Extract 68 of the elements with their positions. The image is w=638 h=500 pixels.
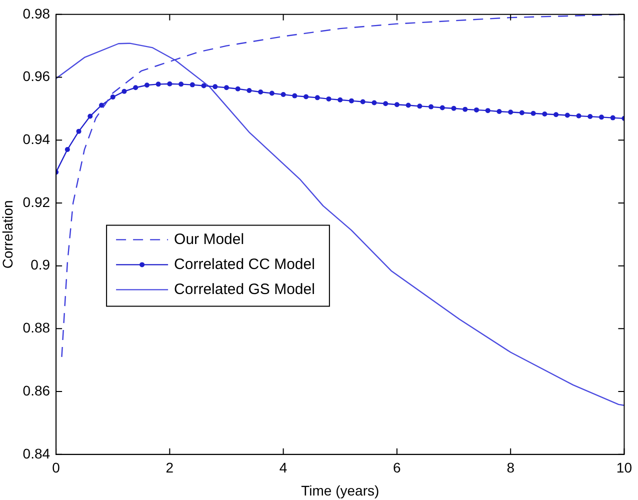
point: [167, 81, 172, 86]
point: [440, 105, 445, 110]
y-tick-label: 0.84: [22, 445, 50, 462]
point: [76, 128, 82, 134]
point: [246, 88, 252, 93]
point: [394, 102, 400, 108]
point: [314, 95, 320, 100]
point: [235, 86, 240, 92]
point: [485, 108, 490, 114]
x-tick-label: 8: [506, 460, 515, 476]
point: [576, 113, 582, 118]
point: [99, 102, 104, 108]
y-tick-label: 0.9: [30, 256, 50, 273]
x-tick-label: 10: [616, 460, 632, 476]
point: [406, 102, 411, 108]
point: [348, 98, 354, 104]
y-axis-title: Correlation: [0, 200, 16, 269]
y-tick-label: 0.96: [22, 68, 50, 84]
y-tick-label: 0.98: [22, 5, 50, 22]
point: [156, 82, 161, 87]
point: [144, 82, 150, 88]
point: [564, 112, 570, 118]
point: [474, 107, 479, 112]
point: [269, 90, 274, 96]
x-tick-label: 6: [393, 460, 402, 476]
y-tick-label: 0.92: [22, 194, 50, 210]
point: [462, 106, 468, 112]
point: [496, 109, 502, 114]
point: [360, 99, 366, 104]
point: [304, 94, 309, 100]
legend-label: Correlated CC Model: [174, 256, 315, 273]
point: [372, 100, 377, 106]
point: [554, 112, 559, 118]
y-tick-label: 0.94: [22, 130, 50, 147]
point: [212, 84, 218, 90]
y-tick-label: 0.88: [22, 320, 50, 336]
point: [610, 115, 616, 120]
point: [508, 110, 514, 115]
point: [451, 106, 456, 111]
point: [588, 114, 593, 120]
y-tick-label: 0.86: [22, 382, 50, 398]
point: [383, 101, 388, 106]
point: [178, 82, 184, 87]
point: [258, 90, 264, 95]
point: [598, 114, 604, 120]
point: [201, 83, 206, 88]
point: [122, 88, 127, 94]
x-tick-label: 2: [166, 460, 174, 476]
point: [64, 147, 70, 152]
point: [88, 114, 93, 119]
point: [190, 82, 195, 88]
x-axis-title: Time (years): [301, 482, 380, 498]
point: [326, 96, 332, 102]
point: [338, 97, 343, 102]
legend-label: Correlated GS Model: [174, 280, 315, 298]
point: [417, 104, 422, 109]
point: [292, 93, 298, 98]
point: [519, 110, 524, 116]
legend-label: Our Model: [174, 230, 244, 248]
point: [110, 94, 116, 100]
point: [428, 104, 434, 110]
x-tick-label: 4: [279, 460, 288, 476]
point: [224, 85, 229, 90]
point: [280, 92, 286, 98]
point: [133, 85, 138, 90]
point: [542, 112, 548, 117]
x-tick-label: 0: [52, 460, 60, 476]
point: [530, 110, 536, 116]
